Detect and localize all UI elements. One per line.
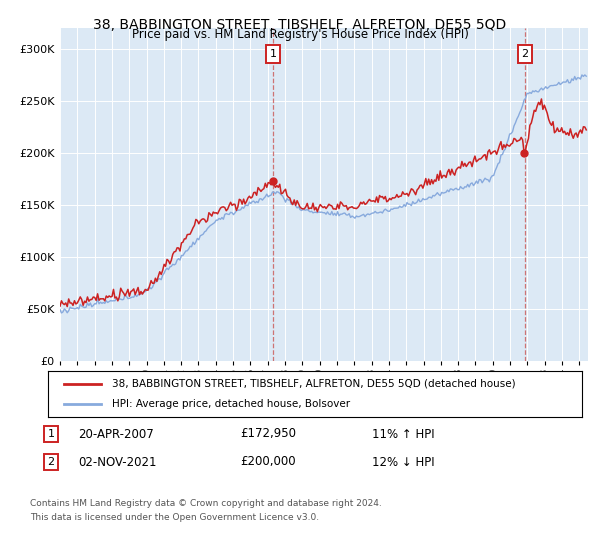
Text: HPI: Average price, detached house, Bolsover: HPI: Average price, detached house, Bols… (112, 399, 350, 409)
Text: 38, BABBINGTON STREET, TIBSHELF, ALFRETON, DE55 5QD: 38, BABBINGTON STREET, TIBSHELF, ALFRETO… (94, 18, 506, 32)
Text: This data is licensed under the Open Government Licence v3.0.: This data is licensed under the Open Gov… (30, 514, 319, 522)
Text: 20-APR-2007: 20-APR-2007 (78, 427, 154, 441)
Text: 1: 1 (269, 49, 277, 59)
Text: Price paid vs. HM Land Registry's House Price Index (HPI): Price paid vs. HM Land Registry's House … (131, 28, 469, 41)
Text: 38, BABBINGTON STREET, TIBSHELF, ALFRETON, DE55 5QD (detached house): 38, BABBINGTON STREET, TIBSHELF, ALFRETO… (112, 379, 516, 389)
Text: 2: 2 (47, 457, 55, 467)
Text: Contains HM Land Registry data © Crown copyright and database right 2024.: Contains HM Land Registry data © Crown c… (30, 500, 382, 508)
Text: £200,000: £200,000 (240, 455, 296, 469)
Text: £172,950: £172,950 (240, 427, 296, 441)
Text: 11% ↑ HPI: 11% ↑ HPI (372, 427, 434, 441)
Text: 02-NOV-2021: 02-NOV-2021 (78, 455, 157, 469)
Text: 12% ↓ HPI: 12% ↓ HPI (372, 455, 434, 469)
Text: 1: 1 (47, 429, 55, 439)
Text: 2: 2 (521, 49, 528, 59)
